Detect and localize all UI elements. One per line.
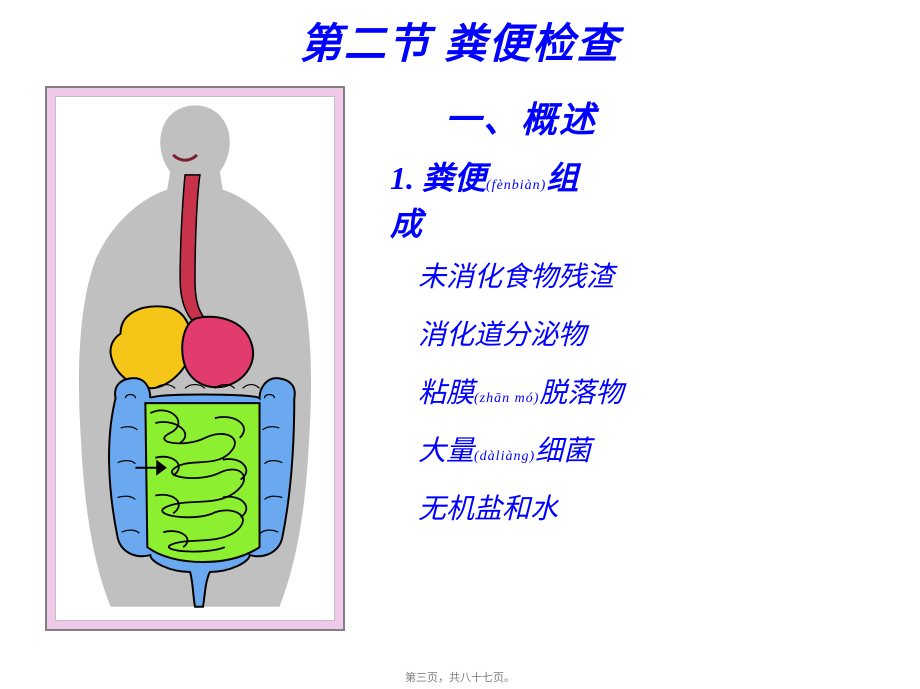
page-title: 第二节 粪便检查 — [0, 0, 920, 71]
page-footer: 第三页，共八十七页。 — [0, 669, 920, 685]
bullet-pinyin: (zhān mó) — [474, 391, 539, 406]
point-suffix-a: 组 — [546, 160, 578, 196]
point-1-line2: 成 — [390, 199, 920, 245]
point-prefix: 1. 粪便 — [390, 160, 486, 196]
anatomy-figure-frame — [45, 86, 345, 631]
bullet-text: 无机盐和水 — [418, 494, 558, 525]
section-subtitle: 一、概述 — [445, 91, 920, 143]
digestive-system-icon — [56, 97, 334, 620]
bullet-item: 未消化食物残渣 — [418, 255, 920, 295]
bullet-item: 无机盐和水 — [418, 487, 920, 527]
anatomy-figure — [55, 96, 335, 621]
text-column: 一、概述 1. 粪便(fènbiàn)组 成 未消化食物残渣 消化道分泌物 粘膜… — [345, 86, 920, 631]
point-pinyin: (fènbiàn) — [486, 178, 546, 193]
bullet-item: 消化道分泌物 — [418, 313, 920, 353]
content-row: 一、概述 1. 粪便(fènbiàn)组 成 未消化食物残渣 消化道分泌物 粘膜… — [0, 86, 920, 631]
bullet-text-post: 细菌 — [535, 436, 591, 467]
point-suffix-b: 成 — [390, 206, 422, 242]
bullet-text: 未消化食物残渣 — [418, 262, 614, 293]
bullet-text: 粘膜 — [418, 378, 474, 409]
bullet-item: 粘膜(zhān mó)脱落物 — [418, 371, 920, 411]
bullet-text: 大量 — [418, 436, 474, 467]
bullet-text-post: 脱落物 — [539, 378, 623, 409]
point-1: 1. 粪便(fènbiàn)组 — [390, 153, 920, 199]
bullet-item: 大量(dàliàng)细菌 — [418, 429, 920, 469]
stomach — [182, 317, 253, 387]
slide: 第二节 粪便检查 — [0, 0, 920, 689]
bullet-pinyin: (dàliàng) — [474, 449, 535, 464]
bullet-text: 消化道分泌物 — [418, 320, 586, 351]
bullet-list: 未消化食物残渣 消化道分泌物 粘膜(zhān mó)脱落物 大量(dàliàng… — [418, 255, 920, 527]
